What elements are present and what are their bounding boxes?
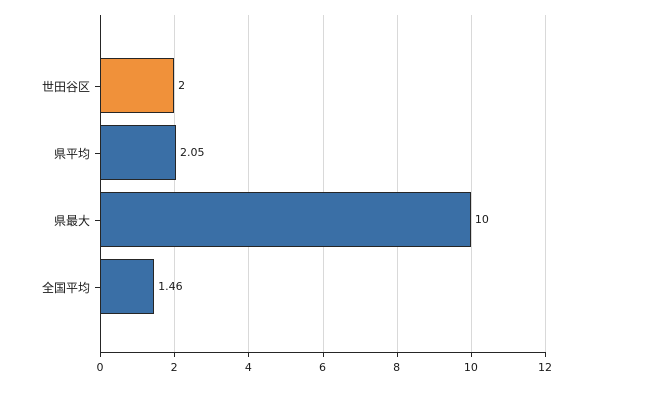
x-tick-mark bbox=[396, 352, 398, 357]
x-tick-label: 6 bbox=[319, 361, 326, 374]
category-label: 県平均 bbox=[53, 146, 90, 161]
bar-2 bbox=[100, 192, 471, 247]
bar-1 bbox=[100, 125, 177, 180]
x-tick-label: 4 bbox=[244, 361, 252, 374]
x-tick-label: 10 bbox=[463, 361, 478, 374]
gridline bbox=[322, 15, 324, 352]
y-tick-mark bbox=[95, 286, 100, 288]
x-tick-mark bbox=[100, 352, 101, 357]
y-tick-mark bbox=[95, 152, 100, 154]
x-tick-mark bbox=[470, 352, 472, 357]
bar-value-label: 2 bbox=[178, 78, 186, 92]
bar-0 bbox=[100, 58, 175, 113]
y-tick-mark bbox=[95, 219, 100, 221]
category-label: 全国平均 bbox=[41, 280, 90, 295]
y-tick-mark bbox=[95, 85, 100, 87]
x-tick-label: 0 bbox=[96, 361, 104, 374]
gridline bbox=[396, 15, 398, 352]
gridline bbox=[248, 15, 250, 352]
gridline bbox=[545, 15, 546, 352]
gridline bbox=[174, 15, 176, 352]
category-label: 県最大 bbox=[53, 213, 90, 228]
x-tick-mark bbox=[248, 352, 250, 357]
x-tick-mark bbox=[545, 352, 546, 357]
gridline bbox=[470, 15, 472, 352]
x-axis-line bbox=[100, 352, 546, 353]
x-tick-mark bbox=[174, 352, 176, 357]
bar-value-label: 1.46 bbox=[158, 279, 183, 293]
category-label: 世田谷区 bbox=[41, 79, 90, 94]
bar-value-label: 2.05 bbox=[180, 145, 205, 159]
bar-value-label: 10 bbox=[474, 212, 489, 226]
x-tick-label: 12 bbox=[538, 361, 552, 374]
x-tick-label: 2 bbox=[170, 361, 178, 374]
x-tick-mark bbox=[322, 352, 324, 357]
bar-3 bbox=[100, 259, 155, 314]
x-tick-label: 8 bbox=[393, 361, 401, 374]
y-axis-line bbox=[100, 15, 101, 353]
